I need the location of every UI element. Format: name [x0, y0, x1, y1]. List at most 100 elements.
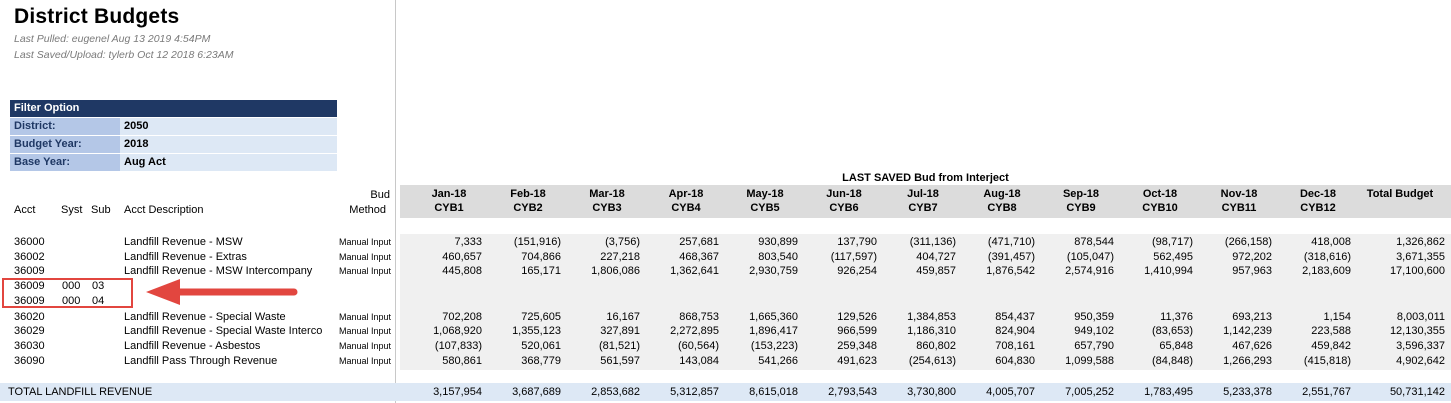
- value-cell[interactable]: (60,564): [678, 340, 719, 352]
- value-cell[interactable]: 467,626: [1232, 340, 1272, 352]
- value-cell[interactable]: 803,540: [758, 251, 798, 263]
- syst-cell[interactable]: 000: [62, 280, 81, 292]
- value-cell[interactable]: (3,756): [605, 236, 640, 248]
- method-cell[interactable]: Manual Input: [339, 237, 392, 247]
- value-cell[interactable]: (391,457): [987, 251, 1035, 263]
- value-cell[interactable]: 1,665,360: [749, 311, 798, 323]
- syst-cell[interactable]: 000: [62, 295, 81, 307]
- description-cell[interactable]: Landfill Revenue - Special Waste Interco: [124, 325, 323, 337]
- value-cell[interactable]: 520,061: [521, 340, 561, 352]
- acct-cell[interactable]: 36029: [14, 325, 45, 337]
- value-cell[interactable]: 1,068,920: [433, 325, 482, 337]
- value-cell[interactable]: 459,857: [916, 265, 956, 277]
- value-cell[interactable]: 137,790: [837, 236, 877, 248]
- description-cell[interactable]: Landfill Revenue - MSW Intercompany: [124, 265, 313, 277]
- method-cell[interactable]: Manual Input: [339, 341, 392, 351]
- value-cell[interactable]: (471,710): [987, 236, 1035, 248]
- value-cell[interactable]: 418,008: [1311, 236, 1351, 248]
- value-cell[interactable]: 257,681: [679, 236, 719, 248]
- value-cell[interactable]: 460,657: [442, 251, 482, 263]
- value-cell[interactable]: 65,848: [1159, 340, 1193, 352]
- value-cell[interactable]: 491,623: [837, 355, 877, 367]
- value-cell[interactable]: 966,599: [837, 325, 877, 337]
- value-cell[interactable]: 657,790: [1074, 340, 1114, 352]
- value-cell[interactable]: 1,266,293: [1223, 355, 1272, 367]
- sub-cell[interactable]: 03: [92, 280, 105, 292]
- value-cell[interactable]: 860,802: [916, 340, 956, 352]
- value-cell[interactable]: 2,272,895: [670, 325, 719, 337]
- value-cell[interactable]: 165,171: [521, 265, 561, 277]
- value-cell[interactable]: 404,727: [916, 251, 956, 263]
- value-cell[interactable]: 868,753: [679, 311, 719, 323]
- value-cell[interactable]: (98,717): [1152, 236, 1193, 248]
- value-cell[interactable]: 2,930,759: [749, 265, 798, 277]
- method-cell[interactable]: Manual Input: [339, 252, 392, 262]
- value-cell[interactable]: 1,384,853: [907, 311, 956, 323]
- value-cell[interactable]: 1,896,417: [749, 325, 798, 337]
- value-cell[interactable]: 368,779: [521, 355, 561, 367]
- filter-value-budget-year[interactable]: 2018: [120, 136, 337, 153]
- value-cell[interactable]: 459,842: [1311, 340, 1351, 352]
- filter-value-base-year[interactable]: Aug Act: [120, 154, 337, 171]
- value-cell[interactable]: 949,102: [1074, 325, 1114, 337]
- value-cell[interactable]: (117,597): [830, 251, 877, 263]
- value-cell[interactable]: 1,154: [1323, 311, 1351, 323]
- value-cell[interactable]: 1,806,086: [591, 265, 640, 277]
- description-cell[interactable]: Landfill Revenue - Extras: [124, 251, 247, 263]
- acct-cell[interactable]: 36020: [14, 311, 45, 323]
- acct-cell[interactable]: 36009: [14, 295, 45, 307]
- acct-cell[interactable]: 36002: [14, 251, 45, 263]
- value-cell[interactable]: 1,355,123: [512, 325, 561, 337]
- value-cell[interactable]: 1,099,588: [1065, 355, 1114, 367]
- value-cell[interactable]: (151,916): [513, 236, 561, 248]
- value-cell[interactable]: 957,963: [1232, 265, 1272, 277]
- value-cell[interactable]: 878,544: [1074, 236, 1114, 248]
- value-cell[interactable]: 972,202: [1232, 251, 1272, 263]
- value-cell[interactable]: 854,437: [995, 311, 1035, 323]
- value-cell[interactable]: (105,047): [1066, 251, 1114, 263]
- sub-cell[interactable]: 04: [92, 295, 105, 307]
- value-cell[interactable]: 1,186,310: [907, 325, 956, 337]
- value-cell[interactable]: (318,616): [1303, 251, 1351, 263]
- value-cell[interactable]: (83,653): [1152, 325, 1193, 337]
- method-cell[interactable]: Manual Input: [339, 312, 392, 322]
- acct-cell[interactable]: 36009: [14, 280, 45, 292]
- description-cell[interactable]: Landfill Revenue - Special Waste: [124, 311, 286, 323]
- acct-cell[interactable]: 36030: [14, 340, 45, 352]
- value-cell[interactable]: (107,833): [434, 340, 482, 352]
- value-cell[interactable]: 223,588: [1311, 325, 1351, 337]
- description-cell[interactable]: Landfill Revenue - Asbestos: [124, 340, 261, 352]
- description-cell[interactable]: Landfill Revenue - MSW: [124, 236, 243, 248]
- value-cell[interactable]: 926,254: [837, 265, 877, 277]
- value-cell[interactable]: 824,904: [995, 325, 1035, 337]
- value-cell[interactable]: 562,495: [1153, 251, 1193, 263]
- value-cell[interactable]: 704,866: [521, 251, 561, 263]
- value-cell[interactable]: 16,167: [606, 311, 640, 323]
- acct-cell[interactable]: 36000: [14, 236, 45, 248]
- value-cell[interactable]: 1,362,641: [670, 265, 719, 277]
- value-cell[interactable]: 1,410,994: [1144, 265, 1193, 277]
- value-cell[interactable]: 2,183,609: [1302, 265, 1351, 277]
- value-cell[interactable]: (81,521): [599, 340, 640, 352]
- value-cell[interactable]: 143,084: [679, 355, 719, 367]
- value-cell[interactable]: 259,348: [837, 340, 877, 352]
- method-cell[interactable]: Manual Input: [339, 356, 392, 366]
- filter-value-district[interactable]: 2050: [120, 118, 337, 135]
- value-cell[interactable]: 11,376: [1160, 311, 1193, 323]
- value-cell[interactable]: 129,526: [837, 311, 877, 323]
- value-cell[interactable]: 327,891: [600, 325, 640, 337]
- value-cell[interactable]: 708,161: [995, 340, 1035, 352]
- value-cell[interactable]: 541,266: [758, 355, 798, 367]
- value-cell[interactable]: 7,333: [454, 236, 482, 248]
- value-cell[interactable]: 930,899: [758, 236, 798, 248]
- value-cell[interactable]: 950,359: [1074, 311, 1114, 323]
- acct-cell[interactable]: 36090: [14, 355, 45, 367]
- value-cell[interactable]: 468,367: [679, 251, 719, 263]
- value-cell[interactable]: 702,208: [442, 311, 482, 323]
- value-cell[interactable]: 725,605: [521, 311, 561, 323]
- value-cell[interactable]: 580,861: [442, 355, 482, 367]
- method-cell[interactable]: Manual Input: [339, 266, 392, 276]
- value-cell[interactable]: (311,136): [909, 236, 956, 248]
- value-cell[interactable]: (266,158): [1224, 236, 1272, 248]
- acct-cell[interactable]: 36009: [14, 265, 45, 277]
